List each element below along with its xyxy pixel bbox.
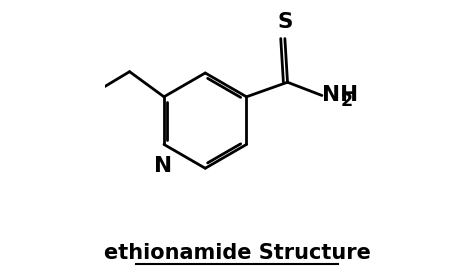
Text: 2: 2 — [341, 92, 353, 110]
Text: NH: NH — [322, 85, 359, 105]
Text: ethionamide Structure: ethionamide Structure — [103, 243, 371, 263]
Text: N: N — [154, 156, 172, 176]
Text: S: S — [277, 12, 292, 32]
